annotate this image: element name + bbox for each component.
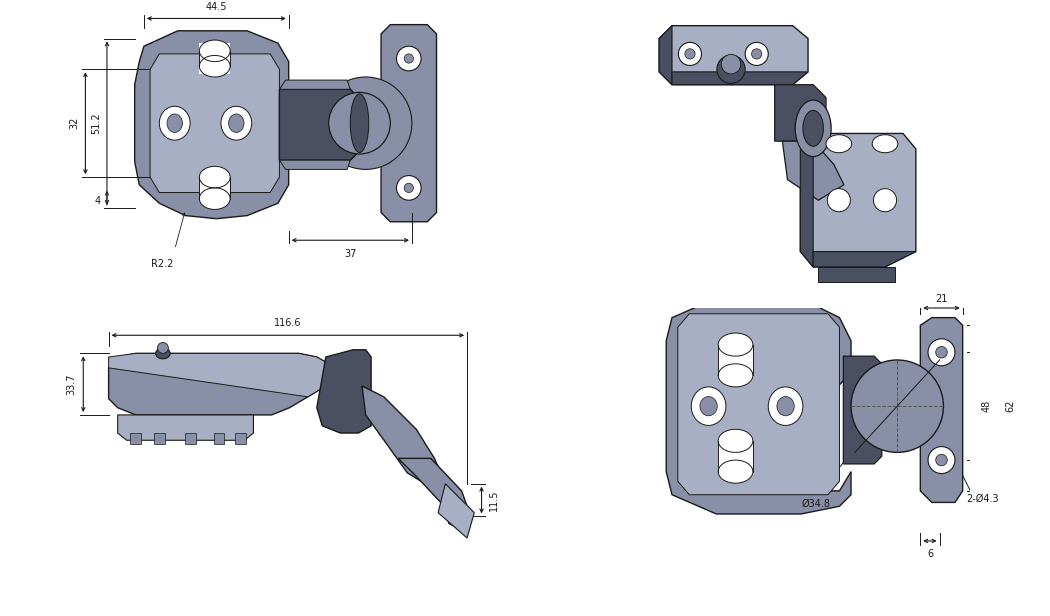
Ellipse shape: [700, 397, 717, 416]
Ellipse shape: [795, 100, 832, 156]
Polygon shape: [672, 72, 808, 85]
Polygon shape: [813, 251, 916, 267]
Polygon shape: [118, 415, 253, 440]
Polygon shape: [659, 26, 808, 85]
Ellipse shape: [155, 348, 170, 359]
Bar: [200, 177, 230, 198]
Circle shape: [717, 55, 746, 83]
Polygon shape: [775, 85, 826, 141]
Polygon shape: [134, 31, 289, 219]
Bar: [154, 433, 165, 444]
Bar: [200, 43, 230, 74]
Ellipse shape: [803, 110, 823, 146]
Bar: [213, 433, 225, 444]
Text: 51.2: 51.2: [90, 112, 101, 134]
Circle shape: [678, 43, 701, 65]
Circle shape: [397, 176, 421, 200]
Bar: [185, 433, 195, 444]
Circle shape: [721, 54, 741, 74]
Text: 21: 21: [936, 294, 948, 304]
Circle shape: [319, 77, 412, 169]
Circle shape: [874, 188, 897, 212]
Text: 4: 4: [94, 197, 101, 206]
Circle shape: [936, 346, 947, 358]
Polygon shape: [920, 318, 963, 503]
Polygon shape: [843, 356, 882, 464]
Circle shape: [404, 54, 414, 63]
Ellipse shape: [691, 387, 726, 426]
Bar: [718, 341, 753, 379]
Polygon shape: [659, 26, 672, 85]
Circle shape: [850, 360, 944, 452]
Ellipse shape: [167, 114, 183, 132]
Circle shape: [827, 188, 851, 212]
Ellipse shape: [718, 364, 753, 387]
Circle shape: [752, 49, 762, 59]
Polygon shape: [108, 354, 335, 415]
Bar: [818, 267, 896, 282]
Text: 2-Ø4.3: 2-Ø4.3: [967, 493, 1000, 503]
Polygon shape: [381, 25, 437, 222]
Ellipse shape: [826, 135, 852, 153]
Polygon shape: [279, 89, 359, 160]
Ellipse shape: [351, 94, 369, 153]
Circle shape: [397, 46, 421, 71]
Circle shape: [404, 184, 414, 192]
Circle shape: [746, 43, 769, 65]
Ellipse shape: [777, 397, 794, 416]
Polygon shape: [667, 298, 850, 514]
Bar: [718, 437, 753, 476]
Text: R2.2: R2.2: [151, 259, 173, 269]
Polygon shape: [279, 89, 359, 160]
Ellipse shape: [718, 333, 753, 356]
Circle shape: [685, 49, 695, 59]
Polygon shape: [108, 354, 335, 397]
Ellipse shape: [718, 429, 753, 452]
Ellipse shape: [769, 387, 803, 426]
Bar: [235, 433, 246, 444]
Text: Ø34.8: Ø34.8: [802, 498, 831, 509]
Bar: [130, 433, 141, 444]
Circle shape: [928, 447, 956, 474]
Text: 33.7: 33.7: [66, 373, 76, 395]
Text: 37: 37: [344, 249, 356, 259]
Polygon shape: [279, 160, 351, 169]
Ellipse shape: [873, 135, 898, 153]
Text: 116.6: 116.6: [274, 318, 301, 328]
Polygon shape: [782, 141, 844, 200]
Polygon shape: [362, 386, 443, 487]
Ellipse shape: [200, 40, 230, 62]
Ellipse shape: [200, 55, 230, 77]
Polygon shape: [398, 458, 470, 531]
Text: 11.5: 11.5: [489, 489, 499, 511]
Circle shape: [158, 342, 168, 354]
Text: 44.5: 44.5: [206, 2, 227, 12]
Circle shape: [329, 92, 391, 154]
Ellipse shape: [229, 114, 244, 132]
Ellipse shape: [200, 188, 230, 209]
Polygon shape: [800, 134, 813, 267]
Ellipse shape: [220, 106, 252, 140]
Text: 6: 6: [927, 549, 933, 559]
Ellipse shape: [718, 460, 753, 483]
Text: 48: 48: [982, 400, 992, 412]
Polygon shape: [438, 484, 475, 538]
Polygon shape: [279, 80, 351, 89]
Polygon shape: [150, 54, 279, 192]
Text: 32: 32: [69, 117, 79, 129]
Polygon shape: [678, 314, 840, 495]
Ellipse shape: [200, 166, 230, 188]
Text: 62: 62: [1005, 400, 1015, 412]
Circle shape: [928, 339, 956, 366]
Ellipse shape: [160, 106, 190, 140]
Polygon shape: [800, 134, 916, 267]
Polygon shape: [317, 350, 371, 433]
Circle shape: [936, 454, 947, 466]
